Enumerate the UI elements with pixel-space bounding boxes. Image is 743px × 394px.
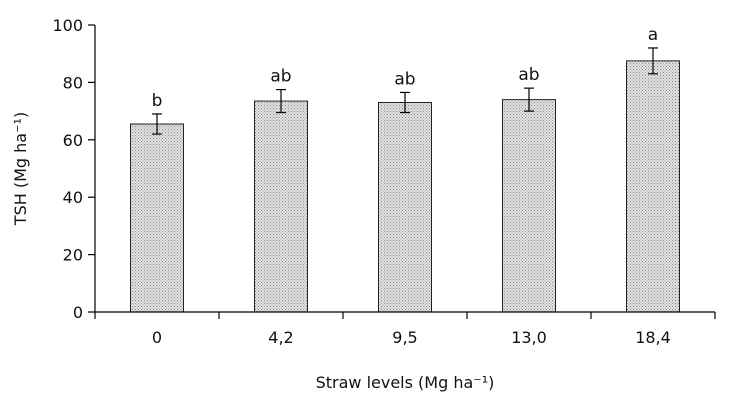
bar (626, 60, 680, 313)
bar (378, 101, 432, 313)
error-bar (524, 87, 534, 112)
x-axis-title: Straw levels (Mg ha⁻¹) (316, 373, 495, 392)
y-ticks-layer: 0 20 40 60 80 100 (52, 16, 95, 322)
error-bars-layer (152, 47, 658, 135)
y-tick-label: 80 (63, 73, 83, 92)
x-tick-label: 18,4 (635, 328, 671, 347)
significance-label: a (648, 25, 658, 45)
error-bar (648, 47, 658, 75)
x-tick-label: 4,2 (268, 328, 293, 347)
bar (502, 99, 556, 313)
error-bar (276, 88, 286, 114)
bar (254, 100, 308, 313)
significance-label: ab (270, 67, 291, 87)
significance-label: ab (518, 65, 539, 85)
error-bar (400, 91, 410, 114)
x-tick-label: 0 (152, 328, 162, 347)
bar (130, 123, 184, 313)
y-tick-label: 100 (52, 16, 83, 35)
y-tick-label: 40 (63, 188, 83, 207)
data-labels-layer: b ab ab ab a (152, 25, 659, 111)
significance-label: ab (394, 69, 415, 89)
y-tick-label: 0 (73, 303, 83, 322)
y-tick-label: 20 (63, 246, 83, 265)
error-bar (152, 113, 162, 135)
y-tick-label: 60 (63, 131, 83, 150)
x-tick-label: 13,0 (511, 328, 547, 347)
x-ticks-layer: 0 4,2 9,5 13,0 18,4 (94, 312, 716, 347)
y-axis-title: TSH (Mg ha⁻¹) (11, 112, 30, 226)
axes-layer (94, 25, 715, 313)
significance-label: b (152, 91, 163, 111)
x-tick-label: 9,5 (392, 328, 417, 347)
